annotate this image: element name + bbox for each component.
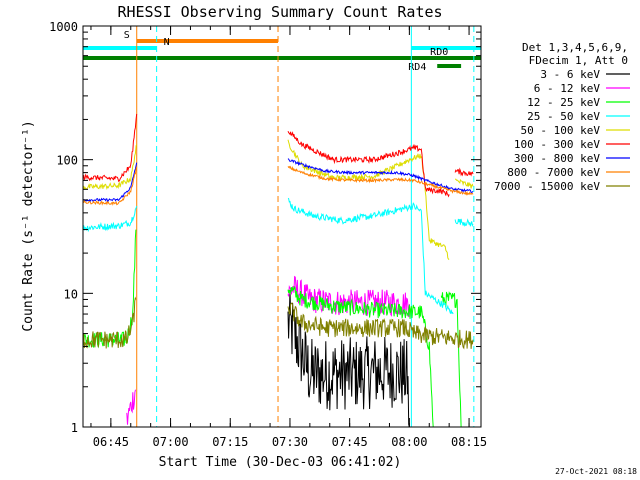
series-line — [287, 197, 454, 315]
y-tick-label: 100 — [56, 154, 78, 168]
series-line — [82, 162, 138, 203]
event-lines — [136, 26, 475, 427]
series-line — [287, 165, 474, 196]
legend-label: 300 - 800 keV — [514, 152, 600, 165]
x-tick-label: 08:00 — [391, 435, 427, 449]
series-lines — [82, 113, 474, 428]
series-line — [82, 166, 138, 206]
series-line — [287, 285, 434, 428]
plot-frame — [82, 25, 482, 428]
x-tick-label: 06:45 — [93, 435, 129, 449]
legend-label: 100 - 300 keV — [514, 138, 600, 151]
y-axis: 1 10 100 1000 — [49, 20, 481, 435]
legend-label: 12 - 25 keV — [527, 96, 600, 109]
y-tick-label: 1000 — [49, 20, 78, 34]
x-tick-label: 07:00 — [152, 435, 188, 449]
series-line — [287, 130, 450, 198]
series-line — [82, 113, 138, 183]
legend-label: 3 - 6 keV — [540, 68, 600, 81]
chart-title: RHESSI Observing Summary Count Rates — [117, 3, 442, 21]
series-line — [82, 205, 138, 233]
series-line — [82, 144, 138, 191]
flag-label: RD0 — [430, 47, 448, 58]
series-line — [440, 290, 462, 428]
flag-label: RD4 — [408, 62, 426, 73]
flag-bars: S N RD0 RD4 — [83, 30, 481, 73]
series-line — [454, 167, 474, 177]
series-line — [126, 389, 136, 425]
x-tick-label: 07:30 — [272, 435, 308, 449]
legend-label: 25 - 50 keV — [527, 110, 600, 123]
legend-label: 50 - 100 keV — [521, 124, 601, 137]
legend-header: FDecim 1, Att 0 — [529, 54, 628, 67]
y-axis-label: Count Rate (s⁻¹ detector⁻¹) — [21, 120, 36, 331]
x-axis: 06:45 07:00 07:15 07:30 07:45 08:00 08:15 — [90, 26, 487, 449]
y-tick-label: 10 — [64, 287, 78, 301]
series-line — [82, 296, 137, 349]
x-tick-label: 07:45 — [332, 435, 368, 449]
flag-label: N — [164, 37, 170, 48]
x-axis-label: Start Time (30-Dec-03 06:41:02) — [159, 455, 402, 470]
timestamp: 27-Oct-2021 08:18 — [555, 467, 637, 476]
series-line — [82, 229, 137, 349]
series-line — [454, 218, 474, 227]
x-tick-label: 07:15 — [212, 435, 248, 449]
x-tick-label: 08:15 — [451, 435, 487, 449]
legend-label: 6 - 12 keV — [534, 82, 601, 95]
legend-label: 7000 - 15000 keV — [494, 180, 600, 193]
y-tick-label: 1 — [71, 421, 78, 435]
flag-label: S — [124, 30, 130, 41]
series-line — [287, 290, 410, 428]
legend-header: Det 1,3,4,5,6,9, — [522, 41, 628, 54]
series-line — [455, 178, 474, 189]
series-line — [287, 302, 474, 350]
series-line — [287, 158, 474, 194]
legend-label: 800 - 7000 keV — [507, 166, 600, 179]
series-line — [287, 139, 450, 260]
legend: Det 1,3,4,5,6,9,FDecim 1, Att 03 - 6 keV… — [494, 41, 630, 193]
